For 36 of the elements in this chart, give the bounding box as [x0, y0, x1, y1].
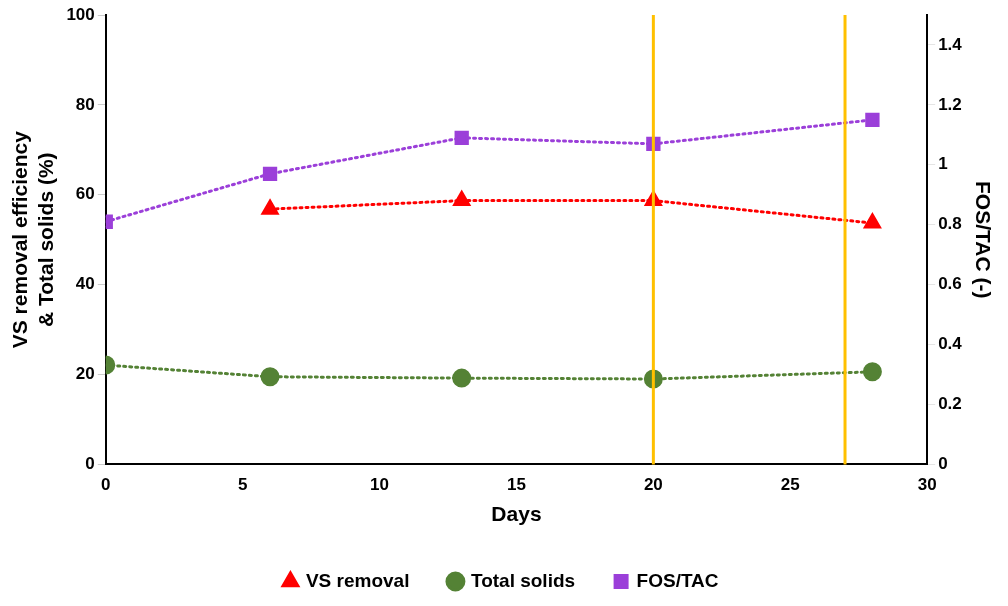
y2-tick-label: 0.6 — [938, 274, 962, 294]
x-tick-label: 15 — [507, 475, 526, 495]
point — [262, 166, 278, 181]
point — [261, 199, 279, 215]
x-tick-label: 25 — [780, 475, 800, 495]
point — [862, 362, 882, 382]
y-tick-label: 0 — [85, 454, 95, 474]
point — [453, 191, 471, 207]
y-axis-title: VS removal efficiency & Total solids (%) — [8, 130, 57, 349]
x-tick-label: 20 — [643, 475, 663, 495]
y2-tick-label: 1.2 — [938, 94, 962, 114]
legend-label: VS removal — [305, 569, 410, 591]
y2-tick-label: 0 — [938, 454, 948, 474]
x-tick-label: 30 — [917, 475, 937, 495]
point — [260, 367, 280, 387]
legend-label: Total solids — [470, 569, 576, 591]
x-tick-label: 10 — [370, 475, 390, 495]
y2-tick-label: 1.4 — [938, 34, 963, 54]
point — [865, 112, 880, 128]
legend-label: FOS/TAC — [636, 569, 719, 591]
y-tick-label: 100 — [66, 4, 95, 24]
y2-tick-label: 0.2 — [938, 394, 962, 414]
y-tick-label: 80 — [75, 94, 95, 114]
y-tick-label: 20 — [75, 364, 95, 384]
y-tick-label: 60 — [75, 184, 95, 204]
y-tick-label: 40 — [75, 274, 95, 294]
x-axis-title: Days — [491, 502, 542, 526]
y2-tick-label: 0.8 — [938, 214, 962, 234]
y2-tick-label: 1 — [938, 154, 948, 174]
point — [863, 213, 881, 229]
y2-tick-label: 0.4 — [938, 334, 963, 354]
x-tick-label: 5 — [237, 475, 248, 495]
point — [454, 130, 469, 145]
y2-axis-title: FOS/TAC (-) — [971, 180, 995, 299]
x-tick-label: 0 — [101, 475, 111, 495]
point — [452, 368, 472, 388]
